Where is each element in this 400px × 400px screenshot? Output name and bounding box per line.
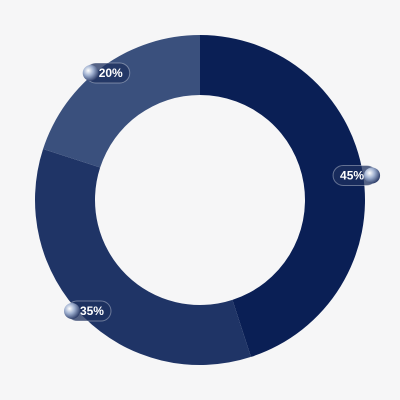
badge-bead — [82, 64, 99, 81]
donut-segment — [200, 35, 365, 357]
value-label: 20% — [99, 66, 123, 80]
value-badge: 20% — [82, 62, 131, 84]
value-label: 45% — [340, 169, 364, 183]
badge-bead — [63, 303, 80, 320]
value-badge: 35% — [63, 300, 112, 322]
donut-segment — [43, 35, 200, 168]
value-badge: 45% — [332, 164, 381, 186]
value-label: 35% — [80, 304, 104, 318]
donut-segment — [35, 149, 251, 365]
badge-bead — [364, 167, 381, 184]
